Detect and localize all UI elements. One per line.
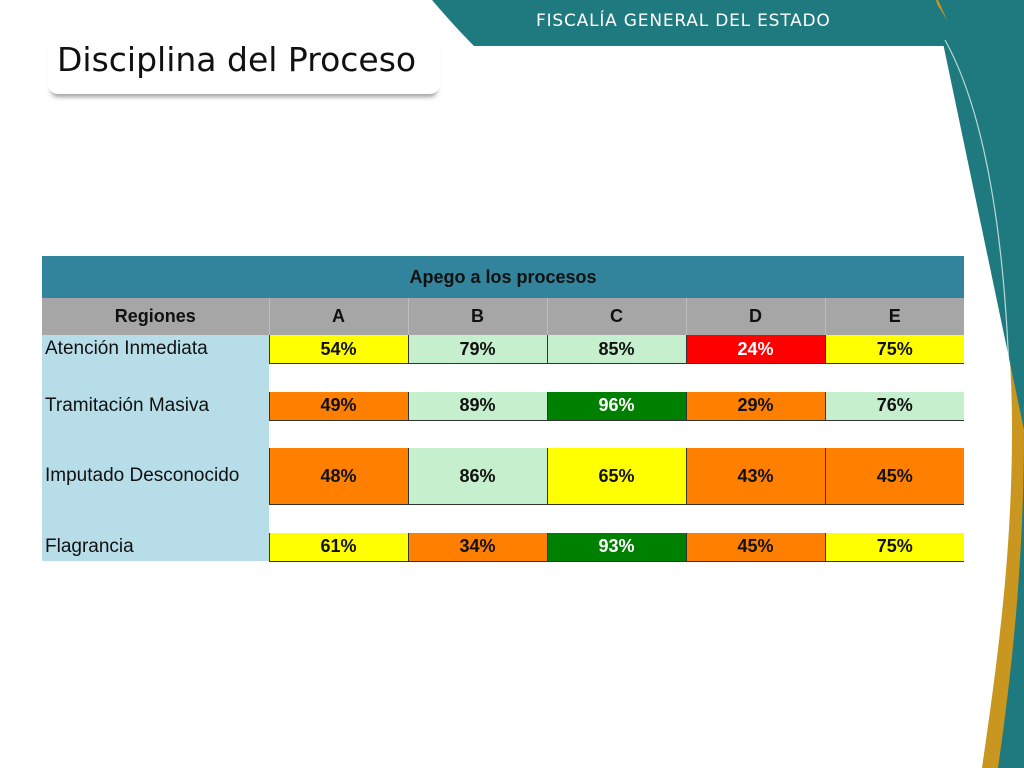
value-cell: 75% xyxy=(824,532,965,562)
value-cell: 48% xyxy=(268,448,408,505)
value-cell: 75% xyxy=(824,335,965,364)
table-row: Flagrancia 61% 34% 93% 45% 75% xyxy=(42,532,965,562)
process-table: Apego a los procesos Regiones A B C D E … xyxy=(42,256,965,562)
value-cell: 65% xyxy=(546,448,686,505)
table-row: Tramitación Masiva 49% 89% 96% 29% 76% xyxy=(42,391,965,421)
table-title: Apego a los procesos xyxy=(42,256,965,298)
spacer-row xyxy=(42,504,965,533)
value-cell: 86% xyxy=(407,448,547,505)
value-cell: 93% xyxy=(546,532,686,562)
spacer-row xyxy=(42,363,965,392)
column-header: B xyxy=(407,298,547,335)
value-cell: 24% xyxy=(685,335,825,364)
value-cell: 76% xyxy=(824,391,965,421)
value-cell: 61% xyxy=(268,532,408,562)
value-cell: 49% xyxy=(268,391,408,421)
value-cell: 34% xyxy=(407,532,547,562)
table-row: Atención Inmediata 54% 79% 85% 24% 75% xyxy=(42,335,965,364)
table-row: Imputado Desconocido 48% 86% 65% 43% 45% xyxy=(42,448,965,505)
table-title-row: Apego a los procesos xyxy=(42,256,965,298)
column-header: Regiones xyxy=(42,298,269,335)
column-header-row: Regiones A B C D E xyxy=(42,298,965,335)
value-cell: 85% xyxy=(546,335,686,364)
value-cell: 89% xyxy=(407,391,547,421)
row-label: Imputado Desconocido xyxy=(42,448,269,505)
value-cell: 79% xyxy=(407,335,547,364)
column-header: A xyxy=(268,298,408,335)
value-cell: 96% xyxy=(546,391,686,421)
row-label: Atención Inmediata xyxy=(42,335,269,364)
row-label: Flagrancia xyxy=(42,532,269,561)
column-header: D xyxy=(685,298,825,335)
organization-header: FISCALÍA GENERAL DEL ESTADO xyxy=(536,11,831,31)
column-header: E xyxy=(824,298,965,335)
slide-title: Disciplina del Proceso xyxy=(57,40,417,79)
column-header: C xyxy=(546,298,686,335)
value-cell: 45% xyxy=(824,448,965,505)
value-cell: 43% xyxy=(685,448,825,505)
title-box xyxy=(48,36,440,94)
row-label: Tramitación Masiva xyxy=(42,391,269,420)
spacer-row xyxy=(42,420,965,448)
value-cell: 29% xyxy=(685,391,825,421)
value-cell: 54% xyxy=(268,335,408,364)
value-cell: 45% xyxy=(685,532,825,562)
